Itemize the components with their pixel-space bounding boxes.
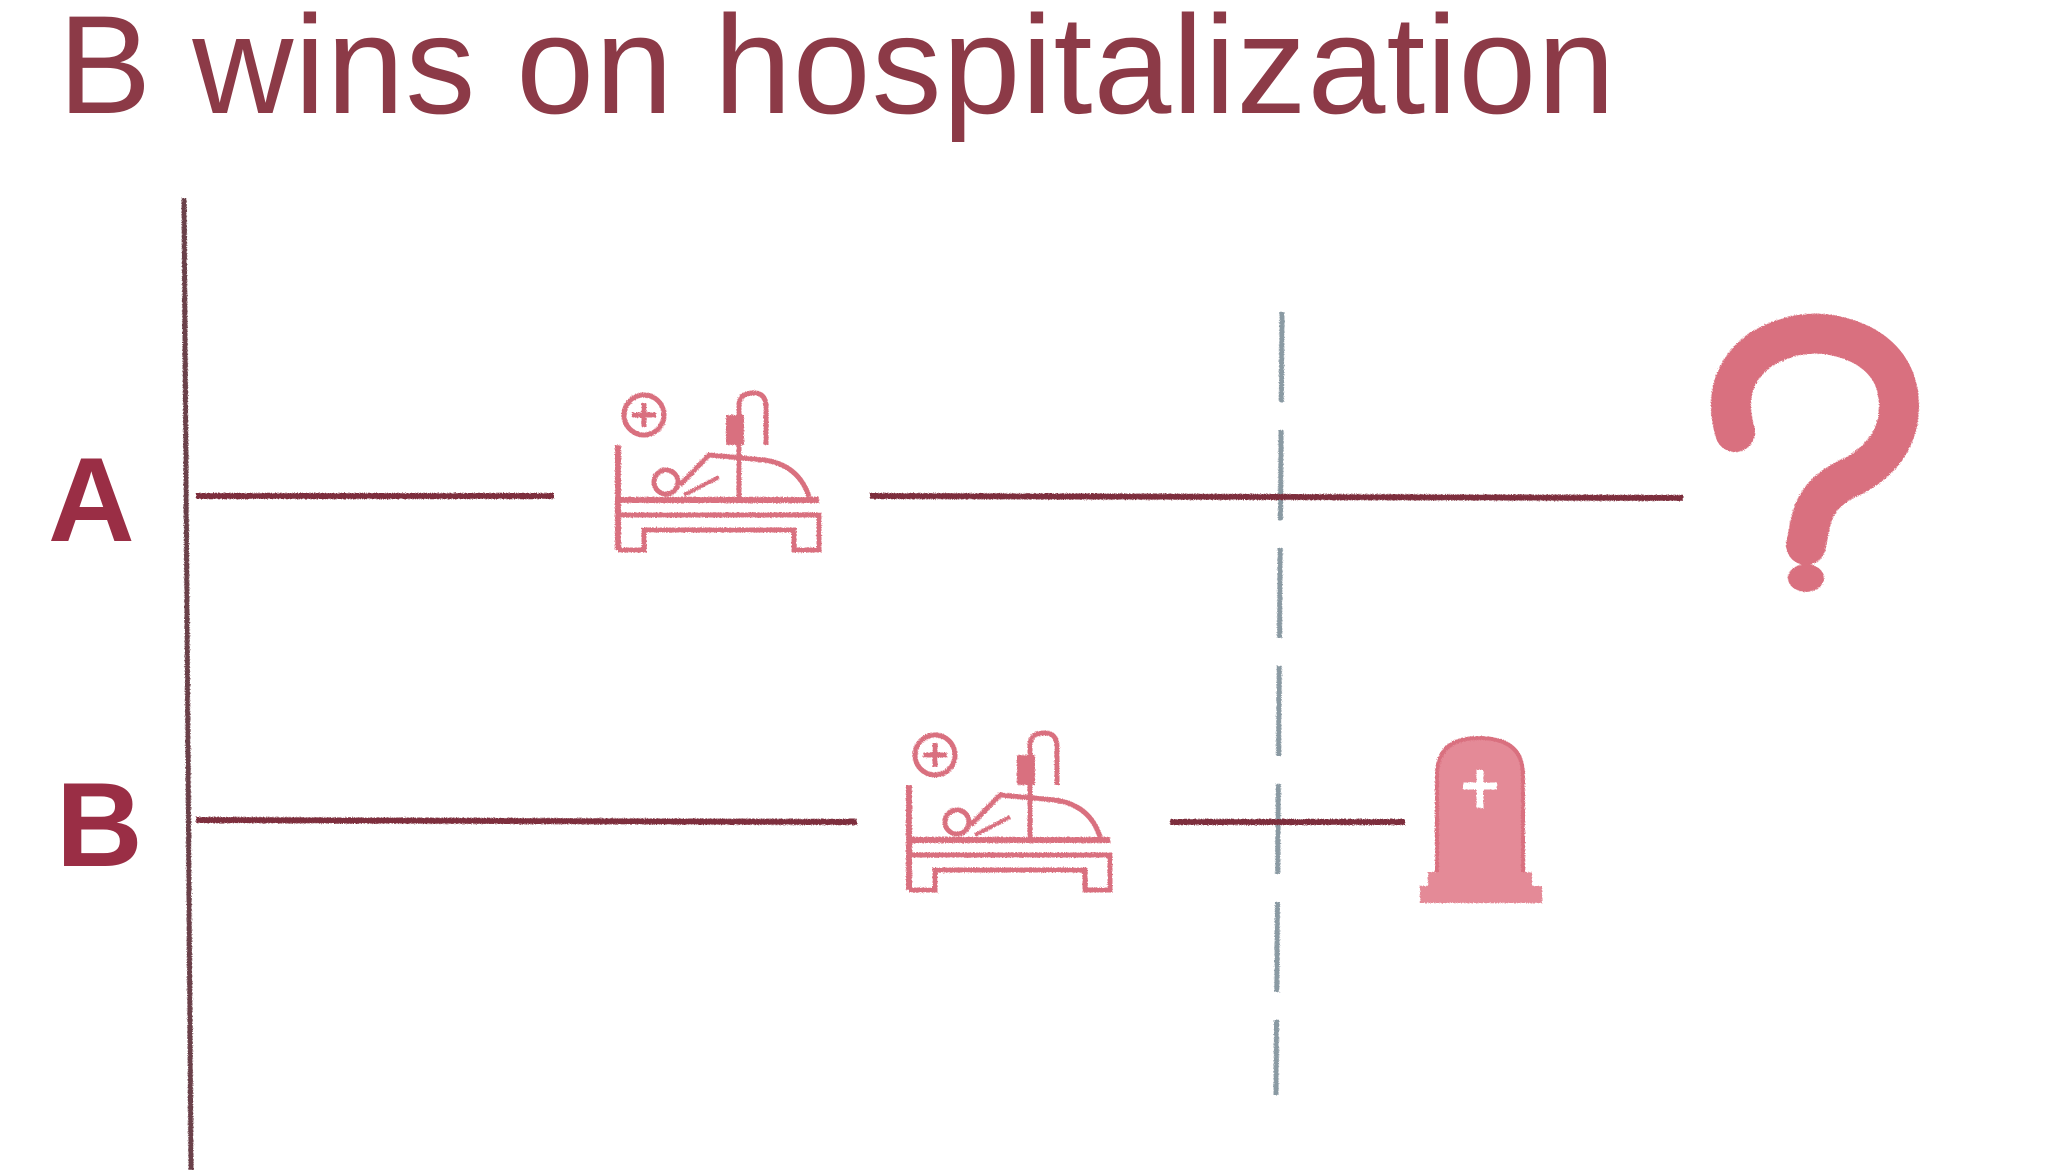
question-mark-icon <box>1710 313 1919 592</box>
start-axis-line <box>181 197 194 1170</box>
row-a-timeline-segment-2 <box>869 493 1684 501</box>
row-b-timeline-segment-1 <box>195 817 858 825</box>
page-title: B wins on hospitalization <box>58 0 1617 143</box>
row-label-b: B <box>56 758 143 892</box>
row-label-a: A <box>48 433 135 567</box>
tombstone-icon <box>1420 735 1542 903</box>
hospital-bed-icon <box>909 733 1110 890</box>
hospital-bed-icon <box>618 393 819 550</box>
cutoff-dashed-line <box>1273 311 1285 1096</box>
